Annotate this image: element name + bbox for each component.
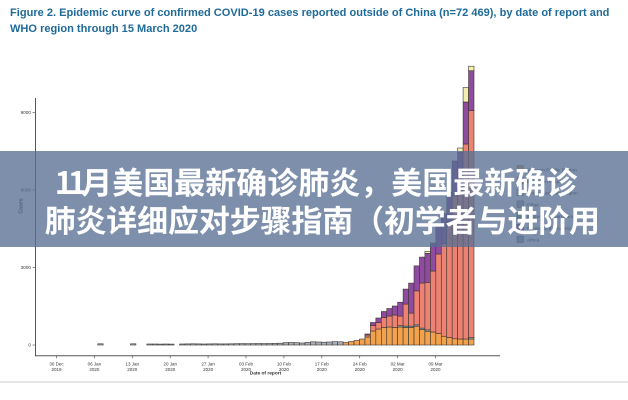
svg-text:2020: 2020 — [203, 367, 214, 372]
svg-text:24 Feb: 24 Feb — [353, 361, 368, 366]
svg-text:2020: 2020 — [355, 367, 366, 372]
svg-text:9000: 9000 — [21, 110, 32, 115]
svg-text:2020: 2020 — [165, 367, 176, 372]
svg-text:2020: 2020 — [127, 367, 138, 372]
svg-text:30 Dec: 30 Dec — [49, 361, 64, 366]
svg-text:2020: 2020 — [89, 367, 100, 372]
svg-text:2020: 2020 — [430, 367, 441, 372]
svg-text:2019: 2019 — [51, 367, 62, 372]
svg-text:02 Mar: 02 Mar — [391, 361, 406, 366]
svg-text:10 Feb: 10 Feb — [277, 361, 292, 366]
svg-text:03 Feb: 03 Feb — [239, 361, 254, 366]
svg-text:3000: 3000 — [21, 265, 32, 270]
svg-text:06 Jan: 06 Jan — [88, 361, 102, 366]
svg-text:17 Feb: 17 Feb — [315, 361, 330, 366]
svg-text:20 Jan: 20 Jan — [163, 361, 177, 366]
svg-text:2020: 2020 — [279, 367, 290, 372]
svg-text:13 Jan: 13 Jan — [126, 361, 140, 366]
svg-text:2020: 2020 — [241, 367, 252, 372]
svg-text:2020: 2020 — [393, 367, 404, 372]
svg-text:09 Mar: 09 Mar — [428, 361, 443, 366]
svg-text:0: 0 — [28, 343, 31, 348]
svg-text:Date of report: Date of report — [250, 371, 282, 377]
svg-text:2020: 2020 — [317, 367, 328, 372]
svg-text:27 Jan: 27 Jan — [201, 361, 215, 366]
